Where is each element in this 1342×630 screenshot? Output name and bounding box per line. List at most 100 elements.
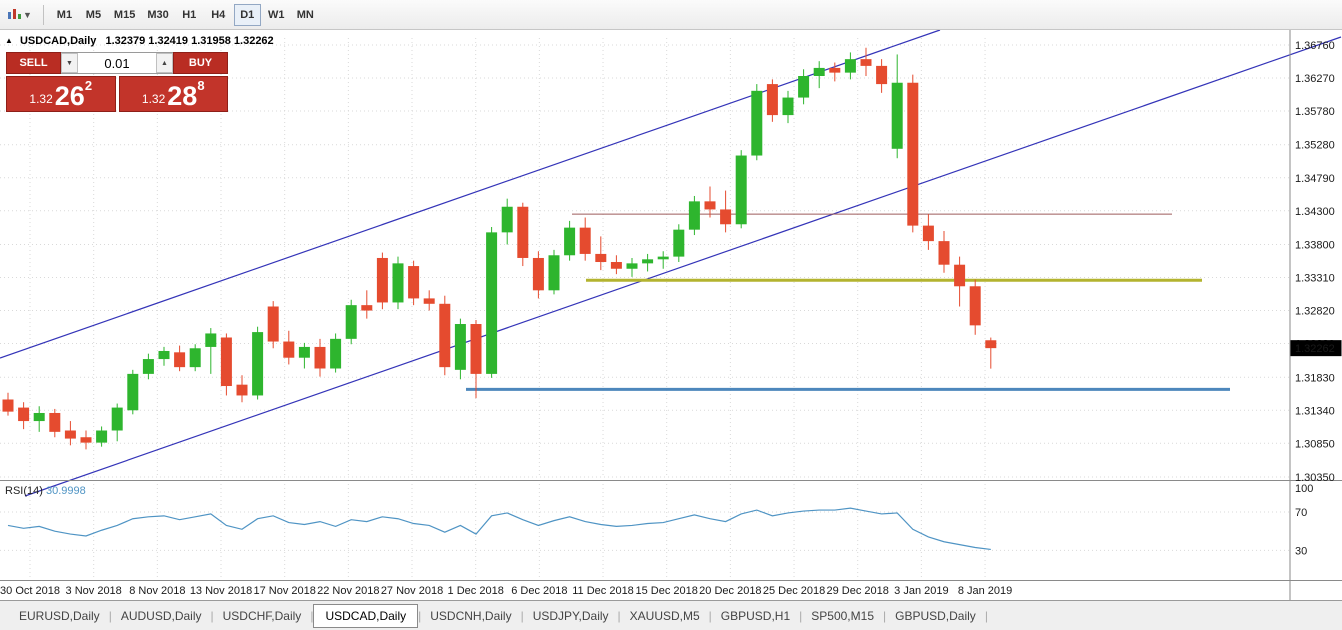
svg-text:70: 70 — [1295, 507, 1307, 519]
candlesticks — [2, 47, 997, 450]
price-axis: 1.36760 1.36270 1.35780 1.35280 1.34790 1.343… — [1295, 40, 1335, 484]
tab-separator: | — [520, 608, 524, 623]
tab-separator: | — [418, 608, 422, 623]
tab-separator: | — [310, 608, 314, 623]
tab-separator: | — [617, 608, 621, 623]
chart-title: ▲ USDCAD,Daily 1.32379 1.32419 1.31958 1… — [5, 35, 274, 47]
trade-panel-price-row: 1.32 26 2 1.32 28 8 — [6, 76, 228, 112]
svg-text:30 Oct 2018: 30 Oct 2018 — [0, 585, 60, 597]
tab-eurusd-daily[interactable]: EURUSD,Daily — [19, 608, 100, 623]
tab-usdcnh-daily[interactable]: USDCNH,Daily — [430, 608, 512, 623]
svg-text:6 Dec 2018: 6 Dec 2018 — [511, 585, 567, 597]
timeframe-button-h1[interactable]: H1 — [176, 4, 203, 26]
one-click-trading-panel: SELL ▼ 0.01 ▲ BUY 1.32 26 2 1.32 28 8 — [6, 52, 228, 112]
svg-text:1.32820: 1.32820 — [1295, 306, 1335, 318]
volume-value[interactable]: 0.01 — [78, 53, 156, 73]
tab-usdcad-daily[interactable]: USDCAD,Daily — [313, 603, 419, 628]
tab-separator: | — [984, 608, 988, 623]
sell-price-small: 1.32 — [29, 92, 53, 106]
volume-decrease-button[interactable]: ▼ — [61, 53, 78, 73]
svg-text:1.32262: 1.32262 — [1295, 343, 1335, 355]
svg-text:3 Nov 2018: 3 Nov 2018 — [66, 585, 122, 597]
chart-tab-bar: EURUSD,Daily | AUDUSD,Daily | USDCHF,Daily | U… — [0, 600, 1342, 630]
svg-text:1.35780: 1.35780 — [1295, 106, 1335, 118]
symbol-period-label: USDCAD,Daily — [19, 35, 97, 47]
grid-lines — [0, 38, 1290, 578]
sell-price-big: 26 — [54, 81, 85, 111]
ohlc-values: 1.32379 1.32419 1.31958 1.32262 — [105, 35, 274, 47]
tab-gbpusd-daily[interactable]: GBPUSD,Daily — [895, 608, 976, 623]
buy-price-big: 28 — [167, 81, 198, 111]
svg-text:1.35280: 1.35280 — [1295, 140, 1335, 152]
tab-usdchf-daily[interactable]: USDCHF,Daily — [222, 608, 302, 623]
pane-separators — [0, 30, 1342, 600]
toolbar: ▼ M1 M5 M15 M30 H1 H4 D1 W1 MN — [0, 0, 1342, 30]
buy-price-small: 1.32 — [141, 92, 166, 106]
svg-text:1 Dec 2018: 1 Dec 2018 — [448, 585, 504, 597]
rsi-axis: 100 70 30 RSI(14) 30.9998 — [5, 483, 1313, 557]
svg-text:17 Nov 2018: 17 Nov 2018 — [253, 585, 315, 597]
svg-text:1.33800: 1.33800 — [1295, 239, 1335, 251]
timeframe-button-m15[interactable]: M15 — [109, 4, 140, 26]
volume-stepper: ▼ 0.01 ▲ — [61, 52, 173, 74]
chart-type-icon[interactable] — [6, 7, 22, 22]
sell-price-box[interactable]: 1.32 26 2 — [6, 76, 116, 112]
tab-sp500-m15[interactable]: SP500,M15 — [811, 608, 874, 623]
tab-separator: | — [210, 608, 214, 623]
volume-increase-button[interactable]: ▲ — [156, 53, 173, 73]
tab-separator: | — [799, 608, 803, 623]
timeframe-button-m30[interactable]: M30 — [142, 4, 173, 26]
sell-button[interactable]: SELL — [6, 52, 61, 74]
tab-usdjpy-daily[interactable]: USDJPY,Daily — [532, 608, 609, 623]
svg-text:8 Nov 2018: 8 Nov 2018 — [129, 585, 185, 597]
svg-text:1.34300: 1.34300 — [1295, 206, 1335, 218]
svg-text:29 Dec 2018: 29 Dec 2018 — [827, 585, 889, 597]
svg-text:1.34790: 1.34790 — [1295, 173, 1335, 185]
svg-text:27 Nov 2018: 27 Nov 2018 — [381, 585, 443, 597]
svg-text:1.36270: 1.36270 — [1295, 73, 1335, 85]
buy-price-pip: 8 — [197, 78, 205, 93]
svg-text:20 Dec 2018: 20 Dec 2018 — [699, 585, 761, 597]
svg-text:15 Dec 2018: 15 Dec 2018 — [636, 585, 698, 597]
tab-gbpusd-h1[interactable]: GBPUSD,H1 — [720, 608, 791, 623]
svg-text:1.30850: 1.30850 — [1295, 438, 1335, 450]
toolbar-separator — [42, 4, 44, 25]
timeframe-button-mn[interactable]: MN — [292, 4, 319, 26]
svg-text:100: 100 — [1295, 483, 1313, 495]
tab-separator: | — [883, 608, 887, 623]
rsi-indicator-label: RSI(14) 30.9998 — [5, 485, 86, 497]
timeframe-button-w1[interactable]: W1 — [263, 4, 290, 26]
timeframe-button-m5[interactable]: M5 — [80, 4, 107, 26]
tab-xauusd-m5[interactable]: XAUUSD,M5 — [629, 608, 700, 623]
buy-button[interactable]: BUY — [173, 52, 228, 74]
svg-text:30: 30 — [1295, 545, 1307, 557]
svg-text:1.31830: 1.31830 — [1295, 372, 1335, 384]
timeframe-button-h4[interactable]: H4 — [205, 4, 232, 26]
horizontal-level-lines — [466, 213, 1230, 391]
collapse-arrow-icon[interactable]: ▲ — [5, 36, 13, 45]
tab-separator: | — [708, 608, 712, 623]
svg-text:1.33310: 1.33310 — [1295, 273, 1335, 285]
rsi-line — [7, 507, 991, 551]
svg-text:22 Nov 2018: 22 Nov 2018 — [317, 585, 379, 597]
trade-panel-top-row: SELL ▼ 0.01 ▲ BUY — [6, 52, 228, 74]
svg-text:8 Jan 2019: 8 Jan 2019 — [958, 585, 1012, 597]
svg-text:1.36760: 1.36760 — [1295, 40, 1335, 52]
svg-text:25 Dec 2018: 25 Dec 2018 — [763, 585, 825, 597]
sell-price-pip: 2 — [84, 78, 93, 93]
timeframe-button-group: M1 M5 M15 M30 H1 H4 D1 W1 MN — [51, 3, 321, 26]
svg-text:13 Nov 2018: 13 Nov 2018 — [190, 585, 252, 597]
svg-text:1.30350: 1.30350 — [1295, 472, 1335, 484]
buy-price-box[interactable]: 1.32 28 8 — [118, 76, 228, 112]
timeframe-button-d1[interactable]: D1 — [233, 3, 261, 26]
current-price-badge: 1.32262 — [1290, 340, 1342, 357]
tab-audusd-daily[interactable]: AUDUSD,Daily — [120, 608, 202, 623]
tab-separator: | — [108, 608, 112, 623]
svg-text:1.31340: 1.31340 — [1295, 405, 1335, 417]
chevron-down-icon[interactable]: ▼ — [23, 9, 32, 20]
timeframe-button-m1[interactable]: M1 — [51, 4, 78, 26]
trend-channel-lines — [0, 29, 1342, 497]
svg-text:3 Jan 2019: 3 Jan 2019 — [894, 585, 948, 597]
date-axis: 30 Oct 2018 3 Nov 2018 8 Nov 2018 13 Nov 20… — [0, 585, 1012, 597]
